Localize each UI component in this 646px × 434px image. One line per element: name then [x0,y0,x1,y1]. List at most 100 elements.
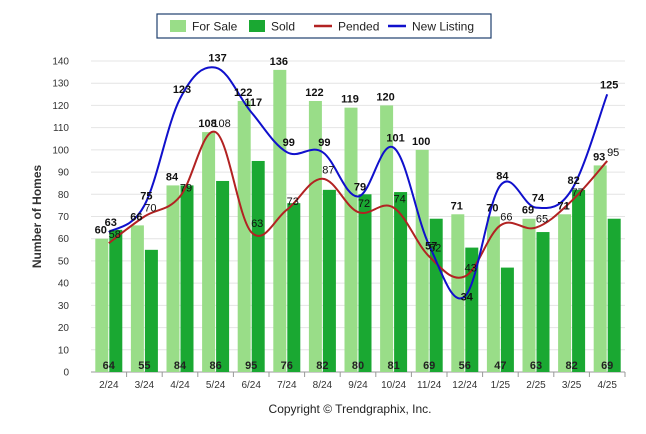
pended-value-label: 70 [144,203,156,215]
for-sale-bar [166,185,180,372]
y-tick-label: 70 [58,212,70,223]
x-tick-label: 8/24 [313,380,333,391]
y-axis-label: Number of Homes [30,165,44,269]
pended-line [108,130,608,279]
sold-value-label: 55 [138,360,150,372]
y-tick-label: 0 [63,368,69,379]
new-listing-value-label: 99 [318,137,330,149]
pended-value-label: 63 [251,218,263,230]
sold-value-label: 82 [316,360,328,372]
for-sale-bar [308,100,322,372]
pended-value-label: 58 [109,229,121,241]
x-tick-label: 3/24 [135,380,155,391]
new-listing-value-label: 125 [600,79,618,91]
new-listing-value-label: 57 [425,240,437,252]
y-tick-label: 100 [52,145,69,156]
pended-value-label: 77 [571,187,583,199]
sold-bar [322,189,336,372]
new-listing-value-label: 34 [461,291,474,303]
for-sale-bar [273,69,287,372]
for-sale-bar [237,100,251,372]
data-labels: 64 55 84 86 95 76 82 80 81 69 56 47 63 82 696066841081… [95,53,620,372]
legend-swatch [249,20,265,32]
lines [108,66,609,300]
new-listing-value-label: 101 [386,133,404,145]
sold-value-label: 69 [601,360,613,372]
x-tick-label: 3/25 [562,380,582,391]
sold-value-label: 82 [565,360,577,372]
new-listing-value-label: 84 [496,170,509,182]
x-tick-label: 5/24 [206,380,226,391]
x-tick-label: 4/25 [597,380,617,391]
pended-value-label: 52 [429,242,441,254]
pended-value-label: 87 [322,165,334,177]
x-tick-label: 4/24 [170,380,190,391]
sold-bar [572,189,586,372]
x-tick-label: 7/24 [277,380,297,391]
sold-bar [251,160,265,372]
new-listing-value-label: 74 [532,193,545,205]
for-sale-value-label: 70 [486,203,498,215]
grid-lines [91,60,625,373]
pended-value-label: 72 [358,198,370,210]
sold-value-label: 95 [245,360,257,372]
x-tick-label: 11/24 [417,380,442,391]
sold-value-label: 80 [352,360,364,372]
legend: For Sale Sold Pended New Listing [156,13,492,39]
y-tick-label: 110 [53,123,69,134]
pended-value-label: 108 [212,118,230,130]
new-listing-value-label: 137 [208,53,226,65]
new-listing-value-label: 75 [140,190,152,202]
new-listing-value-label: 79 [354,182,366,194]
x-tick-label: 2/24 [99,380,119,391]
sold-value-label: 47 [494,360,506,372]
for-sale-bar [486,216,500,372]
sold-value-label: 76 [281,360,293,372]
sold-bar [465,247,479,372]
copyright-credit: Copyright © Trendgraphix, Inc. [269,402,432,416]
for-sale-bar [522,218,536,372]
for-sale-bar [344,107,358,373]
x-tick-label: 12/24 [452,380,477,391]
for-sale-bar [593,165,607,372]
for-sale-value-label: 71 [451,200,463,212]
y-tick-label: 50 [58,256,70,267]
for-sale-value-label: 108 [198,118,216,130]
x-tick-label: 6/24 [241,380,261,391]
new-listing-value-label: 82 [567,175,579,187]
sold-value-label: 63 [530,360,542,372]
y-tick-label: 90 [58,168,70,179]
pended-value-label: 73 [287,196,299,208]
sold-bar [144,249,158,372]
pended-value-label: 74 [393,194,405,206]
for-sale-bar [380,105,394,372]
pended-value-label: 65 [536,214,548,226]
x-tick-label: 10/24 [381,380,406,391]
y-tick-label: 60 [58,234,70,245]
y-axis-ticks: 0 10 20 30 40 50 60 70 80 90 100 110 120 130 140 [52,57,69,379]
sold-value-label: 84 [174,360,187,372]
for-sale-value-label: 66 [130,211,142,223]
sold-bar [500,267,514,372]
sold-bar [358,194,372,372]
for-sale-value-label: 136 [270,56,288,68]
legend-label: Pended [338,20,379,34]
new-listing-value-label: 123 [173,84,191,96]
for-sale-value-label: 122 [305,87,323,99]
for-sale-value-label: 122 [234,87,252,99]
for-sale-bar [95,238,109,372]
y-tick-label: 10 [58,345,70,356]
new-listing-value-label: 117 [244,97,262,109]
x-tick-label: 9/24 [348,380,368,391]
pended-value-label: 95 [607,147,619,159]
for-sale-value-label: 119 [341,94,359,106]
for-sale-value-label: 93 [593,151,605,163]
for-sale-value-label: 84 [166,171,179,183]
sold-bar [287,203,301,372]
for-sale-value-label: 60 [95,225,107,237]
x-tick-label: 2/25 [526,380,546,391]
x-tick-label: 1/25 [491,380,511,391]
y-tick-label: 120 [52,101,69,112]
for-sale-bar [558,214,572,372]
